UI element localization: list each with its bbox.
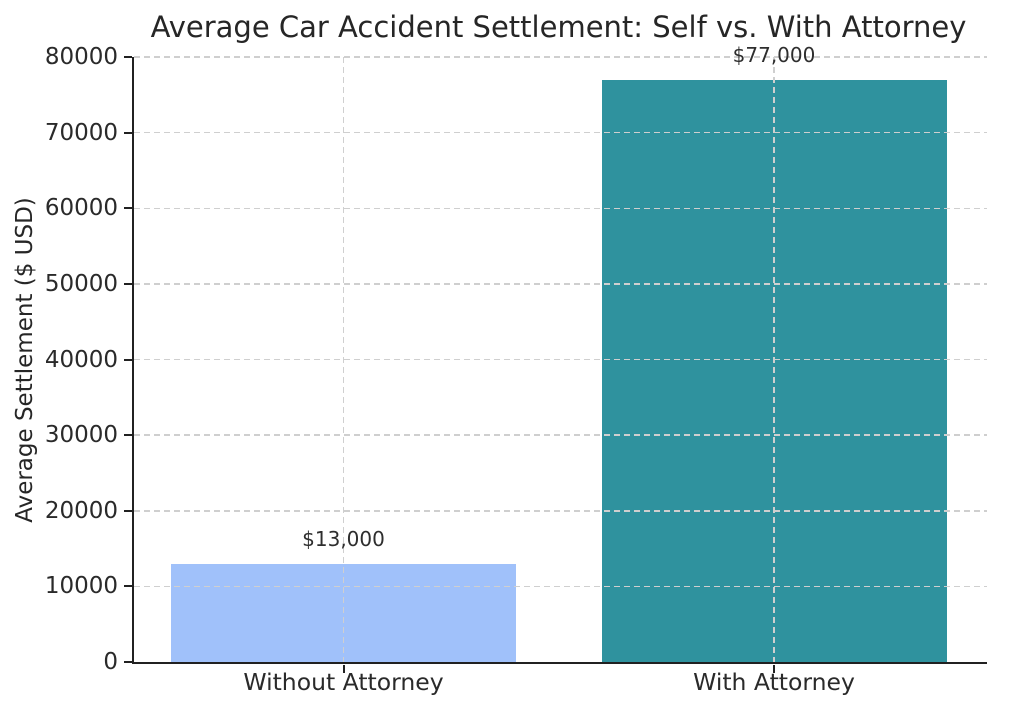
y-tick-mark	[124, 56, 132, 58]
gridline-horizontal	[134, 283, 987, 285]
x-tick-mark	[773, 664, 775, 673]
gridline-horizontal	[134, 358, 987, 361]
y-tick-mark	[124, 661, 132, 663]
y-tick-label: 30000	[44, 422, 118, 449]
y-tick-label: 20000	[44, 497, 118, 524]
gridline-horizontal	[134, 434, 987, 436]
gridline-horizontal	[134, 131, 987, 134]
bar-value-label: $77,000	[732, 42, 816, 67]
y-tick-mark	[124, 282, 132, 285]
bar-value-label: $13,000	[302, 526, 385, 551]
y-tick-mark	[124, 434, 132, 437]
chart-title: Average Car Accident Settlement: Self vs…	[150, 10, 967, 44]
y-tick-label: 60000	[44, 195, 118, 222]
x-tick-label: With Attorney	[693, 668, 855, 696]
x-tick-mark	[342, 664, 345, 673]
y-tick-mark	[124, 509, 132, 512]
gridline-horizontal	[134, 56, 987, 58]
y-tick-label: 10000	[44, 573, 118, 600]
y-tick-label: 80000	[44, 44, 118, 70]
gridline-vertical	[773, 57, 775, 662]
gridline-horizontal	[134, 585, 987, 588]
plot-area: 0 10000 20000 30000 40000 50000 60000 70000 8000…	[45, 43, 987, 696]
gridline-horizontal	[134, 207, 987, 209]
y-tick-label: 70000	[44, 119, 118, 146]
y-tick-label: 50000	[44, 270, 118, 297]
x-tick-label: Without Attorney	[243, 668, 444, 696]
y-tick-mark	[124, 585, 132, 588]
gridline-vertical	[342, 57, 345, 662]
y-tick-mark	[124, 358, 132, 361]
y-tick-label: 0	[103, 649, 118, 675]
y-tick-mark	[124, 207, 132, 210]
y-tick-mark	[124, 131, 132, 134]
gridline-horizontal	[134, 510, 987, 512]
y-tick-label: 40000	[44, 346, 118, 373]
